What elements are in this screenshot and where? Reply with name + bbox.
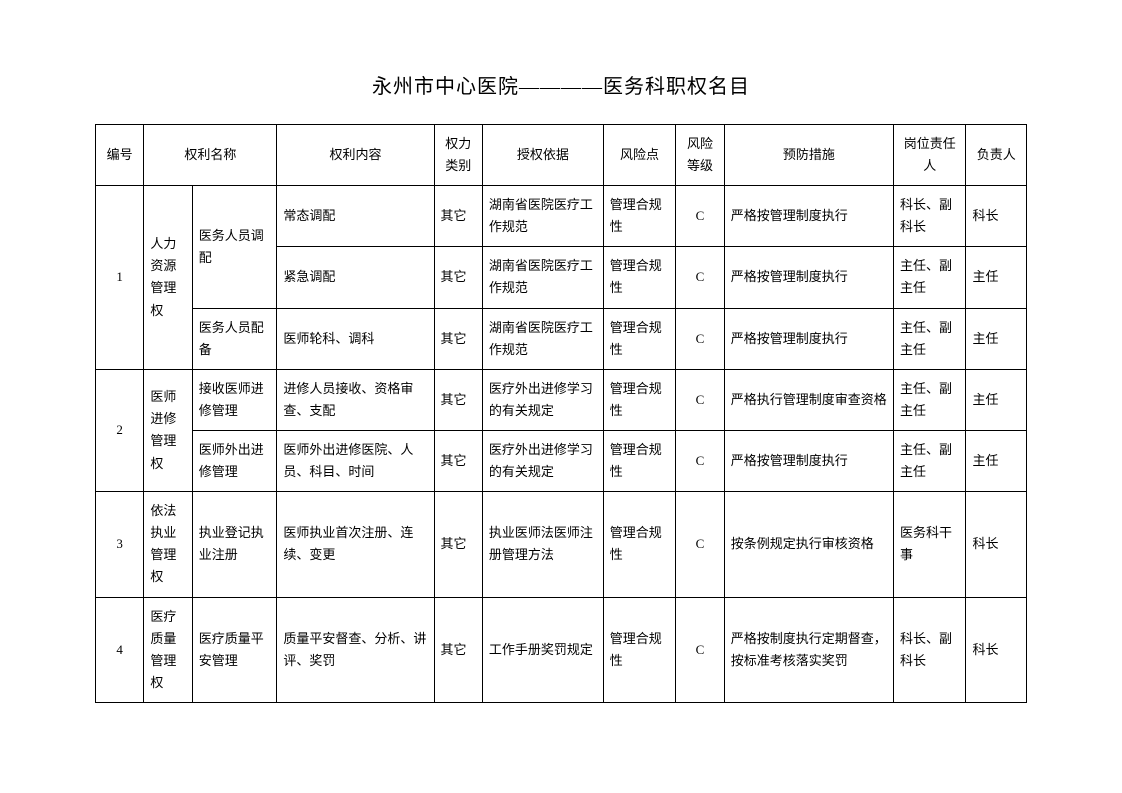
- cell-person: 科长: [966, 492, 1027, 597]
- cell-risk: 管理合规性: [603, 186, 676, 247]
- cell-basis: 医疗外出进修学习的有关规定: [482, 369, 603, 430]
- cell-level: C: [676, 369, 724, 430]
- cell-content: 医师轮科、调科: [277, 308, 434, 369]
- authority-table: 编号 权利名称 权利内容 权力类别 授权依据 风险点 风险等级 预防措施 岗位责…: [95, 124, 1027, 703]
- document-title: 永州市中心医院————医务科职权名目: [95, 70, 1027, 99]
- cell-level: C: [676, 492, 724, 597]
- cell-sub: 医师外出进修管理: [192, 430, 277, 491]
- col-post: 岗位责任人: [893, 125, 966, 186]
- cell-post: 主任、副主任: [893, 369, 966, 430]
- cell-risk: 管理合规性: [603, 308, 676, 369]
- cell-measure: 严格按管理制度执行: [724, 186, 893, 247]
- cell-name: 人力资源管理权: [144, 186, 192, 370]
- cell-type: 其它: [434, 492, 482, 597]
- cell-measure: 严格按管理制度执行: [724, 247, 893, 308]
- cell-person: 主任: [966, 308, 1027, 369]
- cell-basis: 湖南省医院医疗工作规范: [482, 308, 603, 369]
- cell-risk: 管理合规性: [603, 597, 676, 702]
- cell-content: 质量平安督查、分析、讲评、奖罚: [277, 597, 434, 702]
- col-level: 风险等级: [676, 125, 724, 186]
- cell-person: 主任: [966, 430, 1027, 491]
- cell-content: 进修人员接收、资格审查、支配: [277, 369, 434, 430]
- col-risk: 风险点: [603, 125, 676, 186]
- cell-basis: 执业医师法医师注册管理方法: [482, 492, 603, 597]
- cell-level: C: [676, 597, 724, 702]
- cell-type: 其它: [434, 597, 482, 702]
- cell-basis: 医疗外出进修学习的有关规定: [482, 430, 603, 491]
- cell-type: 其它: [434, 308, 482, 369]
- cell-person: 主任: [966, 369, 1027, 430]
- cell-post: 主任、副主任: [893, 247, 966, 308]
- cell-risk: 管理合规性: [603, 492, 676, 597]
- cell-post: 主任、副主任: [893, 308, 966, 369]
- cell-content: 紧急调配: [277, 247, 434, 308]
- cell-level: C: [676, 308, 724, 369]
- col-type: 权力类别: [434, 125, 482, 186]
- cell-measure: 严格按制度执行定期督查，按标准考核落实奖罚: [724, 597, 893, 702]
- cell-name: 医师进修管理权: [144, 369, 192, 491]
- cell-num: 2: [96, 369, 144, 491]
- cell-sub: 医务人员调配: [192, 186, 277, 308]
- cell-post: 主任、副主任: [893, 430, 966, 491]
- table-header-row: 编号 权利名称 权利内容 权力类别 授权依据 风险点 风险等级 预防措施 岗位责…: [96, 125, 1027, 186]
- cell-type: 其它: [434, 430, 482, 491]
- col-measure: 预防措施: [724, 125, 893, 186]
- col-name: 权利名称: [144, 125, 277, 186]
- cell-person: 科长: [966, 186, 1027, 247]
- cell-risk: 管理合规性: [603, 247, 676, 308]
- cell-basis: 工作手册奖罚规定: [482, 597, 603, 702]
- cell-name: 医疗质量管理权: [144, 597, 192, 702]
- cell-person: 科长: [966, 597, 1027, 702]
- cell-level: C: [676, 247, 724, 308]
- table-row: 1 人力资源管理权 医务人员调配 常态调配 其它 湖南省医院医疗工作规范 管理合…: [96, 186, 1027, 247]
- cell-type: 其它: [434, 247, 482, 308]
- cell-level: C: [676, 186, 724, 247]
- cell-risk: 管理合规性: [603, 369, 676, 430]
- cell-num: 4: [96, 597, 144, 702]
- cell-measure: 严格执行管理制度审查资格: [724, 369, 893, 430]
- cell-name: 依法执业管理权: [144, 492, 192, 597]
- cell-sub: 接收医师进修管理: [192, 369, 277, 430]
- table-row: 2 医师进修管理权 接收医师进修管理 进修人员接收、资格审查、支配 其它 医疗外…: [96, 369, 1027, 430]
- table-row: 医师外出进修管理 医师外出进修医院、人员、科目、时间 其它 医疗外出进修学习的有…: [96, 430, 1027, 491]
- table-row: 4 医疗质量管理权 医疗质量平安管理 质量平安督查、分析、讲评、奖罚 其它 工作…: [96, 597, 1027, 702]
- cell-measure: 按条例规定执行审核资格: [724, 492, 893, 597]
- cell-sub: 医疗质量平安管理: [192, 597, 277, 702]
- cell-content: 医师执业首次注册、连续、变更: [277, 492, 434, 597]
- cell-type: 其它: [434, 186, 482, 247]
- cell-basis: 湖南省医院医疗工作规范: [482, 247, 603, 308]
- col-basis: 授权依据: [482, 125, 603, 186]
- cell-measure: 严格按管理制度执行: [724, 430, 893, 491]
- cell-sub: 医务人员配备: [192, 308, 277, 369]
- cell-person: 主任: [966, 247, 1027, 308]
- col-content: 权利内容: [277, 125, 434, 186]
- table-row: 3 依法执业管理权 执业登记执业注册 医师执业首次注册、连续、变更 其它 执业医…: [96, 492, 1027, 597]
- cell-basis: 湖南省医院医疗工作规范: [482, 186, 603, 247]
- cell-content: 医师外出进修医院、人员、科目、时间: [277, 430, 434, 491]
- cell-num: 1: [96, 186, 144, 370]
- col-person: 负责人: [966, 125, 1027, 186]
- cell-post: 科长、副科长: [893, 597, 966, 702]
- cell-sub: 执业登记执业注册: [192, 492, 277, 597]
- table-row: 医务人员配备 医师轮科、调科 其它 湖南省医院医疗工作规范 管理合规性 C 严格…: [96, 308, 1027, 369]
- cell-content: 常态调配: [277, 186, 434, 247]
- cell-num: 3: [96, 492, 144, 597]
- cell-risk: 管理合规性: [603, 430, 676, 491]
- cell-type: 其它: [434, 369, 482, 430]
- cell-level: C: [676, 430, 724, 491]
- cell-post: 科长、副科长: [893, 186, 966, 247]
- col-num: 编号: [96, 125, 144, 186]
- cell-measure: 严格按管理制度执行: [724, 308, 893, 369]
- cell-post: 医务科干事: [893, 492, 966, 597]
